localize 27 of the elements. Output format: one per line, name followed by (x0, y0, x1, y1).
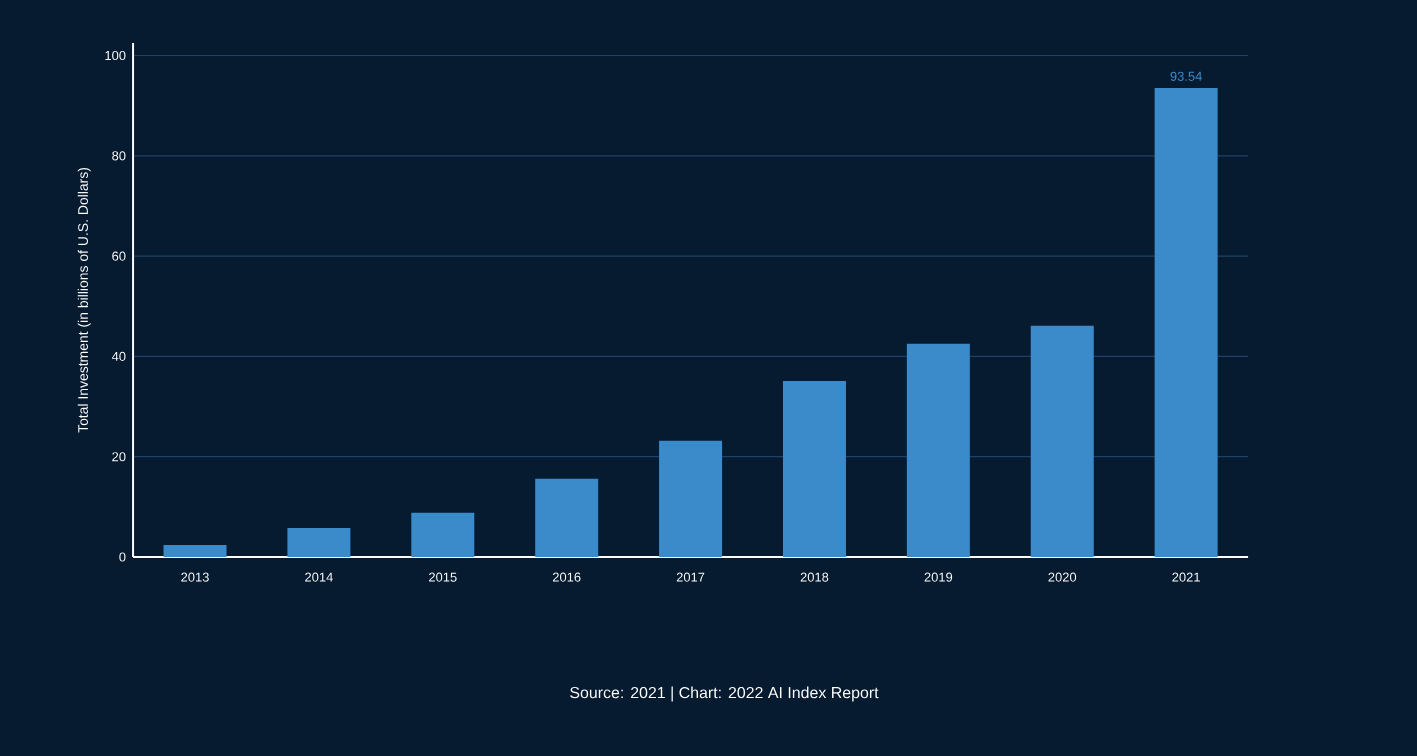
data-label: 93.54 (1170, 71, 1202, 81)
y-tick-label: 60 (112, 251, 126, 261)
x-tick-label: 2020 (1048, 572, 1077, 582)
y-tick-label: 0 (119, 552, 126, 562)
y-tick-label: 80 (112, 151, 126, 161)
y-tick-label: 20 (112, 452, 126, 462)
x-tick-label: 2013 (181, 572, 209, 582)
x-tick-label: 2014 (305, 572, 333, 582)
bar (535, 478, 599, 557)
x-tick-label: 2015 (429, 572, 457, 582)
bar (163, 544, 227, 557)
bar (659, 440, 723, 557)
x-tick-label: 2017 (676, 572, 705, 582)
x-tick-label: 2018 (800, 572, 829, 582)
bar (1154, 87, 1218, 557)
bar (1030, 325, 1094, 557)
bar (906, 343, 970, 557)
x-tick-label: 2021 (1172, 572, 1200, 582)
y-axis-title: Total Investment (in billions of U.S. Dollars) (77, 167, 91, 433)
y-tick-label: 40 (111, 351, 126, 361)
bar (287, 527, 351, 557)
y-tick-label: 100 (105, 50, 126, 61)
x-tick-label: 2019 (924, 572, 953, 582)
bar (411, 512, 475, 557)
bar (782, 380, 846, 557)
source-note: Source: 2021 | Chart: 2022 AI Index Report (570, 686, 879, 702)
x-tick-label: 2016 (552, 572, 581, 582)
